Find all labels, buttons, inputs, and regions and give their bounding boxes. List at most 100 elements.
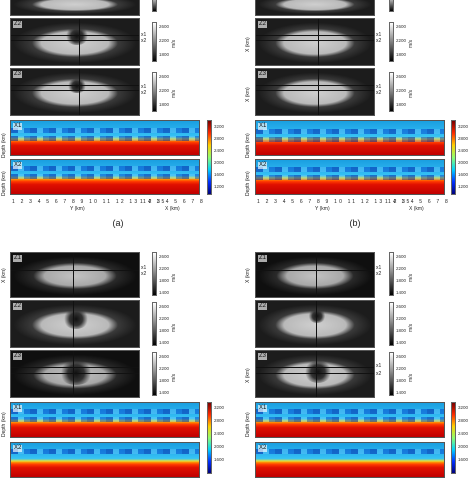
profile-line-y [73,253,74,297]
colorbar-tick: 2400 [214,148,225,153]
velocity-colorbar [451,402,456,474]
y-axis-label: X (km) [245,87,251,102]
gray-colorbar [152,72,157,112]
profile-line-x1 [256,270,374,271]
velocity-texture [11,136,199,141]
line-tag-x1: x1 [376,32,382,38]
colorbar-tick: 2600 [396,24,407,29]
colorbar-tick: 1400 [396,340,407,345]
colorbar-tick: 1400 [159,390,170,395]
colorbar-tick: 2400 [214,431,225,436]
colorbar-tick: 1600 [214,172,225,177]
gray-colorbar [152,252,157,296]
y-axis-label: X (km) [1,268,7,283]
gray-colorbar [389,252,394,296]
colorbar-tick: 2200 [396,266,407,271]
y-axis-label: X (km) [245,368,251,383]
line-tag-x2: x2 [141,38,147,44]
z2-label: Z2 [13,21,23,28]
x1-label: X1 [13,123,23,130]
colorbar-tick: 1800 [159,52,170,57]
profile-line-y [79,69,80,115]
profile-line-y [79,19,80,65]
depth-axis-label: Depth (km) [245,412,251,437]
profile-line-x2 [256,40,374,41]
panel-caption: (a) [112,218,124,228]
line-tag-x2: x2 [376,90,382,96]
colorbar-tick: 3200 [458,124,469,129]
colorbar-tick: 1200 [214,184,225,189]
gray-colorbar [389,72,394,112]
velocity-texture [11,449,199,454]
profile-line-y [316,253,317,297]
depth-axis-label: Depth (km) [245,171,251,196]
profile-line-x1 [256,35,374,36]
x2-label: X2 [13,162,23,169]
colorbar-unit: m/s [408,273,414,282]
colorbar-tick: 2000 [214,444,225,449]
depth-slice-z1-map [10,0,140,16]
colorbar-tick: 2600 [159,354,170,359]
velocity-colorbar [207,402,212,474]
colorbar-tick: 1800 [159,102,170,107]
colorbar-tick: 2600 [159,74,170,79]
anomaly-marker [65,27,89,45]
figure-panel-d: Z1 Z2 Z3 X (km) X (km) x1 x2 x1 x2 2600 … [237,237,474,478]
depth-axis-label: Depth (km) [1,412,7,437]
colorbar-tick: 1800 [396,52,407,57]
profile-line-x1 [11,367,139,368]
x-axis-title: X (km) [165,206,180,212]
depth-axis-label: Depth (km) [245,133,251,158]
profile-line-x2 [256,90,374,91]
colorbar-tick: 2600 [396,304,407,309]
line-tag-x2: x2 [376,38,382,44]
gray-colorbar [152,0,157,12]
line-tag-x2: x2 [376,271,382,277]
colorbar-tick: 2800 [214,136,225,141]
colorbar-tick: 2200 [396,38,407,43]
colorbar-tick: 2200 [396,88,407,93]
colorbar-tick: 1400 [159,290,170,295]
depth-slice-z3-map: Z3 [10,68,140,116]
colorbar-tick: 2000 [458,160,469,165]
figure-panel-b: Z2 Z3 X (km) X (km) x1 x2 x1 x2 2600 220… [237,0,474,237]
colorbar-tick: 1800 [396,102,407,107]
velocity-section-x2: X2 [10,442,200,478]
y-axis-label: X (km) [245,37,251,52]
z1-label: Z1 [13,255,23,262]
gray-colorbar [152,352,157,396]
colorbar-tick: 1800 [159,278,170,283]
colorbar-tick: 2200 [396,366,407,371]
colorbar-unit: m/s [408,89,414,98]
colorbar-tick: 2600 [159,24,170,29]
colorbar-tick: 3200 [458,405,469,410]
colorbar-unit: m/s [171,89,177,98]
depth-slice-z3-map: Z3 [10,350,140,398]
y-axis-label: X (km) [245,268,251,283]
profile-line-y [73,351,74,397]
colorbar-unit: m/s [171,373,177,382]
colorbar-tick: 2200 [159,316,170,321]
profile-line-y [316,301,317,347]
velocity-section-x1: X1 [10,120,200,156]
colorbar-tick: 1600 [458,457,469,462]
profile-line-x1 [256,367,374,368]
figure-panel-a: Z2 Z3 x1 x2 x1 x2 2600 2200 1800 2600 22… [0,0,237,237]
colorbar-unit: m/s [408,373,414,382]
velocity-texture [11,417,199,422]
velocity-section-x1: X1 [255,120,445,156]
velocity-colorbar [451,120,456,195]
colorbar-tick: 2400 [458,148,469,153]
line-tag-x1: x1 [376,84,382,90]
velocity-texture [11,166,199,171]
depth-slice-z2-map: Z2 [255,300,375,348]
profile-line-x2 [11,373,139,374]
x1-label: X1 [258,405,268,412]
y-axis-ticks: 1 2 3 4 5 6 7 8 9 10 11 12 13 14 15 [257,199,412,205]
colorbar-tick: 2600 [159,304,170,309]
x-axis-ticks: 1 2 3 4 5 6 7 8 [385,199,450,205]
depth-slice-z3-map: Z3 [255,68,375,116]
colorbar-tick: 2400 [458,431,469,436]
colorbar-tick: 2800 [214,418,225,423]
depth-slice-z1-map: Z1 [10,252,140,298]
